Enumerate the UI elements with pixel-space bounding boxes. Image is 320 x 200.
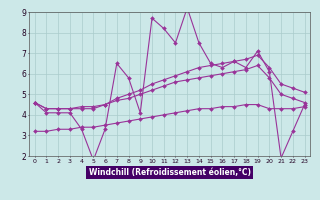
X-axis label: Windchill (Refroidissement éolien,°C): Windchill (Refroidissement éolien,°C): [89, 168, 251, 177]
